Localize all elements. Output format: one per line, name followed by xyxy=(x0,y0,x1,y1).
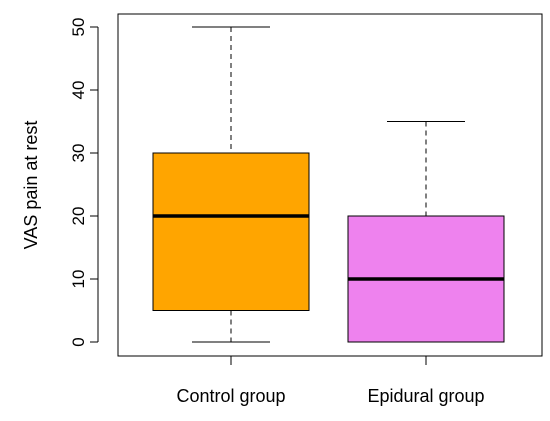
y-axis-title: VAS pain at rest xyxy=(21,121,41,250)
boxes xyxy=(152,26,505,343)
y-tick-label: 20 xyxy=(69,207,88,226)
box-epidural-group xyxy=(347,121,505,343)
y-tick-label: 0 xyxy=(69,337,88,346)
y-tick-label: 40 xyxy=(69,81,88,100)
y-tick-label: 30 xyxy=(69,144,88,163)
plot-frame xyxy=(117,13,543,357)
x-axis-ticks: Control group Epidural group xyxy=(176,356,485,406)
category-label: Control group xyxy=(176,386,285,406)
box-control-group xyxy=(152,26,310,343)
iqr-box xyxy=(152,152,310,311)
y-axis-ticks: 0 10 20 30 40 50 xyxy=(69,18,98,347)
y-tick-label: 50 xyxy=(69,18,88,37)
category-label: Epidural group xyxy=(367,386,484,406)
y-tick-label: 10 xyxy=(69,270,88,289)
